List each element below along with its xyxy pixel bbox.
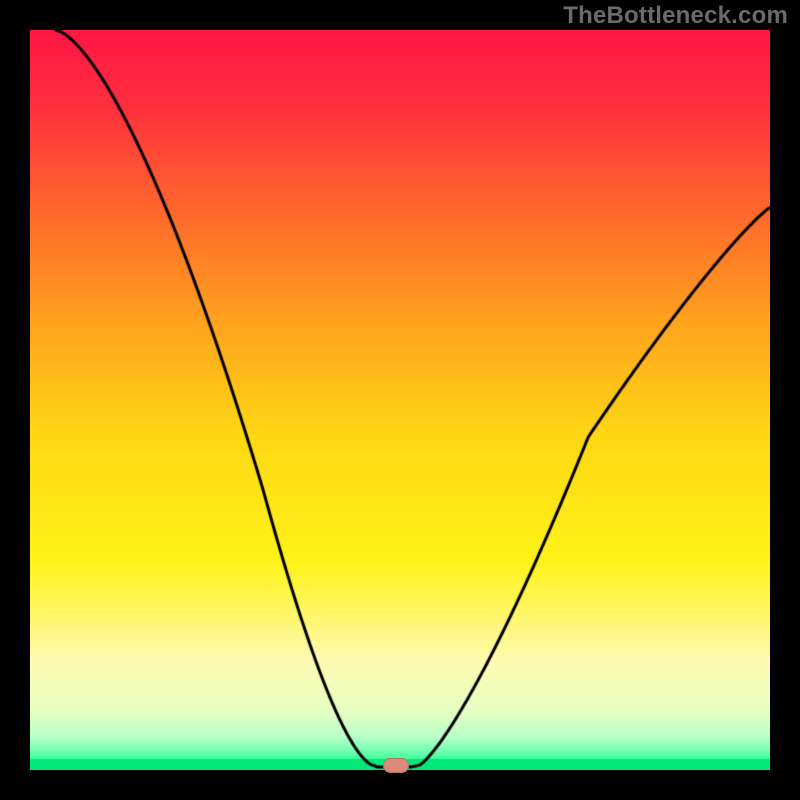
chart-frame: TheBottleneck.com (0, 0, 800, 800)
optimal-marker (383, 758, 409, 773)
plot-area (30, 30, 770, 770)
watermark-text: TheBottleneck.com (563, 2, 788, 30)
curve-canvas (30, 30, 770, 770)
